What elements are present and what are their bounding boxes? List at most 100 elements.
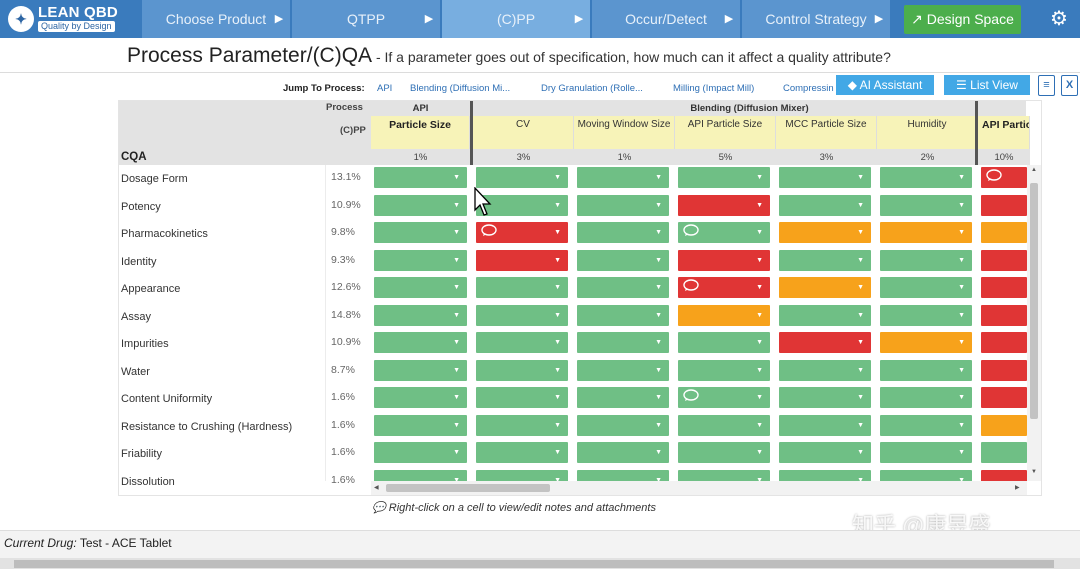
risk-rating-dropdown[interactable]: ▼ [779, 167, 871, 188]
risk-rating-dropdown[interactable]: ▼ [577, 167, 669, 188]
scroll-thumb[interactable] [14, 560, 1054, 568]
risk-rating-dropdown[interactable]: ▼ [476, 249, 568, 271]
risk-rating-dropdown[interactable]: ▼ [476, 194, 568, 216]
risk-rating-dropdown[interactable] [981, 167, 1027, 188]
risk-rating-dropdown[interactable]: ▼ [374, 222, 467, 243]
comment-icon[interactable] [683, 278, 699, 297]
risk-rating-dropdown[interactable] [981, 277, 1027, 298]
risk-rating-dropdown[interactable]: ▼ [374, 332, 467, 353]
risk-rating-dropdown[interactable]: ▼ [476, 277, 568, 298]
risk-rating-dropdown[interactable]: ▼ [476, 387, 568, 408]
document-export-icon[interactable]: ≡ [1038, 75, 1055, 96]
param-name[interactable]: CV [473, 116, 574, 149]
jump-link-api[interactable]: API [377, 83, 393, 94]
jump-link-dry-granulation[interactable]: Dry Granulation (Rolle... [541, 83, 643, 94]
comment-icon[interactable] [481, 223, 497, 242]
param-name[interactable]: API Particle Size [978, 116, 1030, 149]
risk-rating-dropdown[interactable]: ▼ [880, 222, 972, 243]
risk-rating-dropdown[interactable] [981, 442, 1027, 463]
risk-rating-dropdown[interactable]: ▼ [678, 222, 770, 243]
risk-rating-dropdown[interactable]: ▼ [779, 194, 871, 216]
risk-rating-dropdown[interactable]: ▼ [374, 387, 467, 408]
jump-link-compression[interactable]: Compressin [783, 83, 834, 94]
tab-qtpp[interactable]: QTPP ▶ [292, 0, 440, 38]
comment-icon[interactable] [683, 388, 699, 407]
risk-rating-dropdown[interactable]: ▼ [476, 167, 568, 188]
risk-rating-dropdown[interactable]: ▼ [880, 359, 972, 381]
param-name[interactable]: Particle Size [371, 116, 470, 149]
risk-rating-dropdown[interactable]: ▼ [577, 414, 669, 436]
risk-rating-dropdown[interactable]: ▼ [577, 194, 669, 216]
risk-rating-dropdown[interactable]: ▼ [880, 387, 972, 408]
risk-rating-dropdown[interactable]: ▼ [779, 304, 871, 326]
risk-rating-dropdown[interactable]: ▼ [880, 332, 972, 353]
risk-rating-dropdown[interactable]: ▼ [880, 194, 972, 216]
param-name[interactable]: Moving Window Size [574, 116, 675, 149]
risk-rating-dropdown[interactable]: ▼ [880, 442, 972, 463]
scroll-thumb[interactable] [386, 484, 550, 492]
risk-rating-dropdown[interactable]: ▼ [577, 387, 669, 408]
comment-icon[interactable] [683, 223, 699, 242]
excel-export-icon[interactable]: X [1061, 75, 1078, 96]
logo[interactable]: ✦ LEAN QBD Quality by Design [8, 4, 132, 34]
risk-rating-dropdown[interactable]: ▼ [374, 304, 467, 326]
tab-choose-product[interactable]: Choose Product ▶ [142, 0, 290, 38]
risk-rating-dropdown[interactable]: ▼ [476, 304, 568, 326]
jump-link-milling[interactable]: Milling (Impact Mill) [673, 83, 755, 94]
risk-rating-dropdown[interactable]: ▼ [374, 194, 467, 216]
risk-rating-dropdown[interactable] [981, 249, 1027, 271]
risk-rating-dropdown[interactable]: ▼ [577, 359, 669, 381]
risk-rating-dropdown[interactable]: ▼ [577, 332, 669, 353]
risk-rating-dropdown[interactable]: ▼ [374, 414, 467, 436]
risk-rating-dropdown[interactable] [981, 222, 1027, 243]
risk-rating-dropdown[interactable]: ▼ [678, 249, 770, 271]
risk-rating-dropdown[interactable]: ▼ [577, 277, 669, 298]
risk-rating-dropdown[interactable]: ▼ [678, 387, 770, 408]
risk-rating-dropdown[interactable]: ▼ [779, 387, 871, 408]
risk-rating-dropdown[interactable] [981, 359, 1027, 381]
risk-rating-dropdown[interactable]: ▼ [880, 249, 972, 271]
risk-rating-dropdown[interactable]: ▼ [678, 442, 770, 463]
risk-rating-dropdown[interactable]: ▼ [476, 332, 568, 353]
design-space-button[interactable]: ↗ Design Space [904, 5, 1021, 34]
risk-rating-dropdown[interactable]: ▼ [880, 167, 972, 188]
risk-rating-dropdown[interactable]: ▼ [880, 277, 972, 298]
tab-occur-detect[interactable]: Occur/Detect ▶ [592, 0, 740, 38]
list-view-button[interactable]: ☰ List View [944, 75, 1030, 95]
risk-rating-dropdown[interactable]: ▼ [880, 414, 972, 436]
risk-rating-dropdown[interactable]: ▼ [779, 414, 871, 436]
risk-rating-dropdown[interactable]: ▼ [476, 222, 568, 243]
risk-rating-dropdown[interactable]: ▼ [779, 222, 871, 243]
comment-icon[interactable] [986, 168, 1002, 187]
risk-rating-dropdown[interactable]: ▼ [476, 414, 568, 436]
scroll-down-icon[interactable]: ▼ [1031, 469, 1037, 475]
risk-rating-dropdown[interactable]: ▼ [476, 359, 568, 381]
page-scrollbar[interactable] [0, 558, 1080, 569]
risk-rating-dropdown[interactable]: ▼ [577, 442, 669, 463]
risk-rating-dropdown[interactable]: ▼ [678, 304, 770, 326]
risk-rating-dropdown[interactable]: ▼ [374, 359, 467, 381]
risk-rating-dropdown[interactable]: ▼ [678, 277, 770, 298]
risk-rating-dropdown[interactable]: ▼ [374, 167, 467, 188]
risk-rating-dropdown[interactable] [981, 387, 1027, 408]
risk-rating-dropdown[interactable]: ▼ [476, 442, 568, 463]
vertical-scrollbar[interactable]: ▲ ▼ [1027, 165, 1041, 481]
risk-rating-dropdown[interactable]: ▼ [779, 277, 871, 298]
risk-rating-dropdown[interactable]: ▼ [678, 167, 770, 188]
risk-rating-dropdown[interactable]: ▼ [779, 359, 871, 381]
risk-rating-dropdown[interactable]: ▼ [577, 249, 669, 271]
gear-icon[interactable]: ⚙ [1050, 8, 1068, 30]
risk-rating-dropdown[interactable] [981, 194, 1027, 216]
param-name[interactable]: API Particle Size [675, 116, 776, 149]
risk-rating-dropdown[interactable]: ▼ [779, 249, 871, 271]
risk-rating-dropdown[interactable] [981, 304, 1027, 326]
risk-rating-dropdown[interactable]: ▼ [374, 442, 467, 463]
risk-rating-dropdown[interactable]: ▼ [374, 277, 467, 298]
risk-rating-dropdown[interactable]: ▼ [678, 194, 770, 216]
scroll-right-icon[interactable]: ▶ [1015, 485, 1020, 491]
tab-control-strategy[interactable]: Control Strategy ▶ [742, 0, 890, 38]
param-name[interactable]: Humidity [877, 116, 978, 149]
tab-cpp[interactable]: (C)PP ▶ [442, 0, 590, 38]
risk-rating-dropdown[interactable]: ▼ [678, 414, 770, 436]
horizontal-scrollbar[interactable]: ◀ ▶ [371, 481, 1027, 495]
